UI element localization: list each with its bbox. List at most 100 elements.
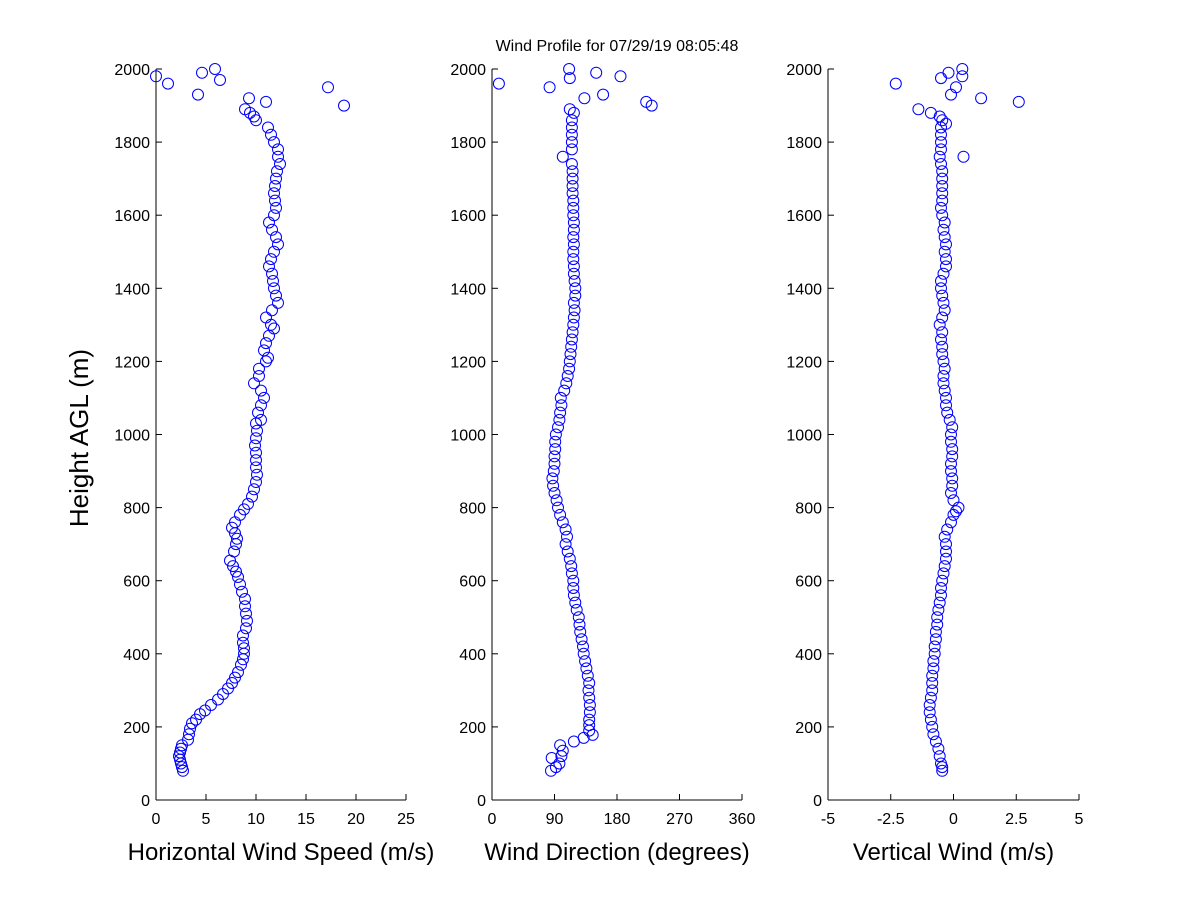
data-point — [938, 245, 951, 258]
data-point — [250, 446, 262, 459]
data-point — [945, 435, 957, 448]
y-tick-label: 1600 — [450, 208, 486, 225]
data-point — [252, 406, 264, 419]
data-point — [935, 72, 947, 85]
data-point — [250, 454, 262, 467]
y-tick-label: 1200 — [786, 354, 822, 371]
data-point — [162, 77, 174, 90]
x-tick-label: -2.5 — [877, 811, 905, 828]
data-point — [267, 275, 279, 287]
data-point — [933, 596, 946, 609]
x-tick-label: 0 — [949, 811, 958, 828]
data-point — [932, 742, 945, 755]
data-point — [945, 516, 957, 529]
data-point — [937, 355, 950, 368]
data-point — [924, 713, 937, 726]
data-point — [935, 128, 947, 141]
data-point — [269, 194, 281, 207]
data-point — [565, 121, 578, 134]
data-point — [548, 457, 561, 470]
data-point — [549, 428, 562, 441]
data-point — [938, 216, 951, 229]
y-tick-label: 200 — [459, 720, 486, 737]
data-point — [945, 88, 957, 101]
data-point — [933, 318, 946, 331]
data-point — [228, 545, 240, 558]
data-point — [941, 523, 954, 536]
y-tick-label: 1600 — [786, 208, 822, 225]
data-point — [940, 117, 952, 130]
data-point — [565, 143, 578, 156]
y-tick-label: 1400 — [450, 281, 486, 298]
data-point — [242, 497, 254, 510]
y-tick-label: 0 — [813, 793, 822, 810]
data-point — [946, 479, 959, 492]
data-point — [549, 435, 562, 448]
data-point — [272, 238, 284, 251]
data-point — [567, 318, 580, 331]
data-point — [209, 63, 221, 75]
data-point — [640, 95, 653, 108]
data-point — [232, 571, 244, 583]
data-point — [237, 636, 249, 649]
data-point — [937, 296, 950, 309]
data-point — [177, 764, 189, 777]
data-point — [566, 326, 579, 339]
data-point — [565, 560, 578, 573]
data-point — [184, 722, 196, 735]
data-point — [928, 647, 941, 660]
data-point — [935, 201, 947, 214]
data-point — [583, 699, 596, 711]
data-point — [923, 699, 936, 711]
data-point — [567, 253, 580, 266]
data-point — [268, 245, 280, 258]
data-point — [935, 275, 947, 287]
data-point — [236, 585, 248, 598]
data-point — [573, 618, 586, 631]
data-point — [565, 114, 578, 127]
data-point — [575, 633, 588, 646]
data-point — [931, 618, 944, 631]
data-point — [936, 764, 949, 777]
data-point — [936, 114, 949, 127]
data-point — [232, 666, 244, 679]
data-point — [548, 450, 561, 463]
data-point — [926, 684, 939, 697]
data-point — [975, 92, 988, 105]
data-point — [936, 340, 949, 353]
x-tick-label: 5 — [202, 811, 211, 828]
data-point — [274, 158, 286, 170]
data-point — [567, 245, 580, 258]
data-point — [912, 103, 925, 116]
data-point — [927, 728, 940, 741]
data-point — [270, 201, 282, 214]
data-point — [956, 70, 969, 83]
data-point — [237, 629, 249, 642]
data-point — [554, 406, 567, 419]
data-point — [268, 322, 280, 335]
data-point — [549, 443, 562, 456]
data-point — [936, 311, 949, 324]
x-axis-label: Vertical Wind (m/s) — [853, 839, 1054, 866]
data-point — [946, 472, 959, 485]
data-point — [240, 607, 252, 620]
data-point — [268, 187, 280, 200]
panel-wind-direction: 0 200 400 600 800 1000 1200 1400 1600 1800 2000 0 90… — [450, 62, 755, 866]
data-point — [196, 66, 208, 79]
data-point — [565, 136, 578, 149]
data-point — [561, 370, 574, 382]
data-point — [258, 391, 270, 404]
data-point — [552, 501, 564, 514]
data-point — [255, 413, 267, 426]
data-point — [174, 746, 186, 759]
x-tick-label: 2.5 — [1005, 811, 1027, 828]
data-point — [250, 432, 262, 445]
data-point — [563, 72, 576, 85]
data-point — [265, 318, 277, 331]
data-point — [234, 578, 246, 591]
data-point — [567, 223, 580, 236]
data-point — [565, 158, 578, 170]
y-tick-label: 0 — [141, 793, 150, 810]
data-point — [583, 706, 596, 719]
data-point — [590, 66, 603, 79]
